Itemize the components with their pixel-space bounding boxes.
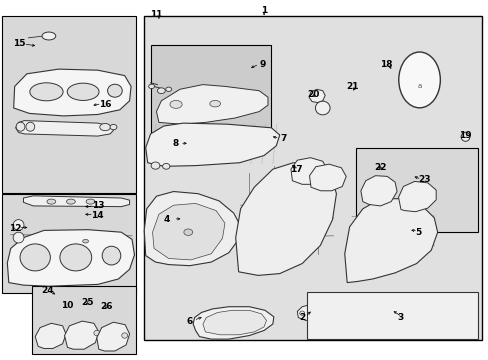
Bar (2, 194, 136, 293)
Ellipse shape (151, 162, 160, 169)
Text: 16: 16 (99, 100, 111, 109)
Text: 24: 24 (41, 287, 54, 295)
Text: 21: 21 (345, 82, 358, 91)
Polygon shape (309, 164, 346, 191)
Text: 4: 4 (163, 215, 169, 224)
Ellipse shape (94, 330, 100, 336)
Ellipse shape (26, 122, 35, 131)
Ellipse shape (157, 88, 165, 94)
Ellipse shape (148, 84, 154, 89)
Text: 5: 5 (414, 228, 420, 237)
Polygon shape (35, 323, 66, 348)
Polygon shape (156, 85, 267, 124)
Ellipse shape (460, 132, 469, 141)
Polygon shape (370, 302, 404, 321)
Text: 10: 10 (61, 301, 74, 310)
Ellipse shape (60, 244, 92, 271)
Ellipse shape (20, 244, 50, 271)
Ellipse shape (47, 199, 56, 204)
Text: 9: 9 (259, 60, 266, 69)
Ellipse shape (16, 122, 25, 131)
Polygon shape (97, 322, 129, 351)
Ellipse shape (398, 52, 439, 108)
Polygon shape (144, 192, 240, 266)
Text: 26: 26 (100, 302, 113, 311)
Ellipse shape (13, 220, 24, 230)
Polygon shape (145, 123, 279, 166)
Text: 19: 19 (458, 130, 471, 139)
Text: 20: 20 (306, 90, 319, 99)
Ellipse shape (110, 124, 117, 130)
Polygon shape (193, 307, 273, 339)
Ellipse shape (162, 163, 170, 169)
Text: 23: 23 (417, 175, 430, 184)
Ellipse shape (373, 310, 378, 315)
Text: 14: 14 (91, 211, 104, 220)
Text: 25: 25 (81, 298, 93, 307)
Bar (32, 286, 136, 354)
Ellipse shape (165, 87, 171, 91)
Polygon shape (235, 163, 336, 275)
Ellipse shape (315, 101, 329, 115)
Polygon shape (360, 176, 396, 206)
Ellipse shape (122, 333, 127, 338)
Polygon shape (7, 230, 134, 286)
Polygon shape (203, 310, 266, 335)
Ellipse shape (299, 311, 304, 315)
Ellipse shape (13, 232, 24, 243)
Ellipse shape (82, 239, 88, 243)
Text: 2: 2 (299, 313, 305, 322)
Bar (355, 148, 477, 232)
Text: 17: 17 (289, 165, 302, 174)
Text: 22: 22 (373, 163, 386, 172)
Text: 15: 15 (13, 39, 26, 48)
Polygon shape (344, 199, 437, 283)
Text: 12: 12 (9, 224, 22, 233)
Ellipse shape (107, 84, 122, 97)
Polygon shape (290, 158, 327, 184)
Ellipse shape (67, 83, 99, 100)
Ellipse shape (102, 246, 121, 265)
Polygon shape (64, 321, 99, 349)
Polygon shape (297, 304, 326, 320)
Polygon shape (152, 203, 224, 260)
Text: 8: 8 (173, 139, 179, 148)
Polygon shape (16, 121, 113, 136)
Text: 6: 6 (186, 317, 192, 325)
Ellipse shape (183, 229, 192, 235)
Ellipse shape (30, 83, 63, 101)
Bar (144, 16, 481, 340)
Bar (150, 45, 271, 146)
Ellipse shape (169, 100, 182, 108)
Ellipse shape (66, 199, 75, 204)
Polygon shape (308, 89, 325, 103)
Polygon shape (23, 196, 129, 207)
Polygon shape (398, 181, 435, 212)
Text: a: a (417, 83, 421, 89)
Ellipse shape (209, 100, 220, 107)
Text: 11: 11 (150, 10, 163, 19)
Text: 7: 7 (280, 134, 286, 143)
Ellipse shape (42, 32, 56, 40)
Bar (2, 16, 136, 193)
Text: 1: 1 (261, 5, 266, 14)
Text: 18: 18 (379, 60, 392, 69)
Ellipse shape (394, 311, 399, 315)
Ellipse shape (100, 123, 110, 131)
Polygon shape (306, 292, 477, 339)
Text: 3: 3 (397, 313, 403, 322)
Ellipse shape (86, 199, 95, 204)
Polygon shape (14, 69, 131, 116)
Text: 13: 13 (91, 202, 104, 210)
Ellipse shape (319, 312, 324, 316)
